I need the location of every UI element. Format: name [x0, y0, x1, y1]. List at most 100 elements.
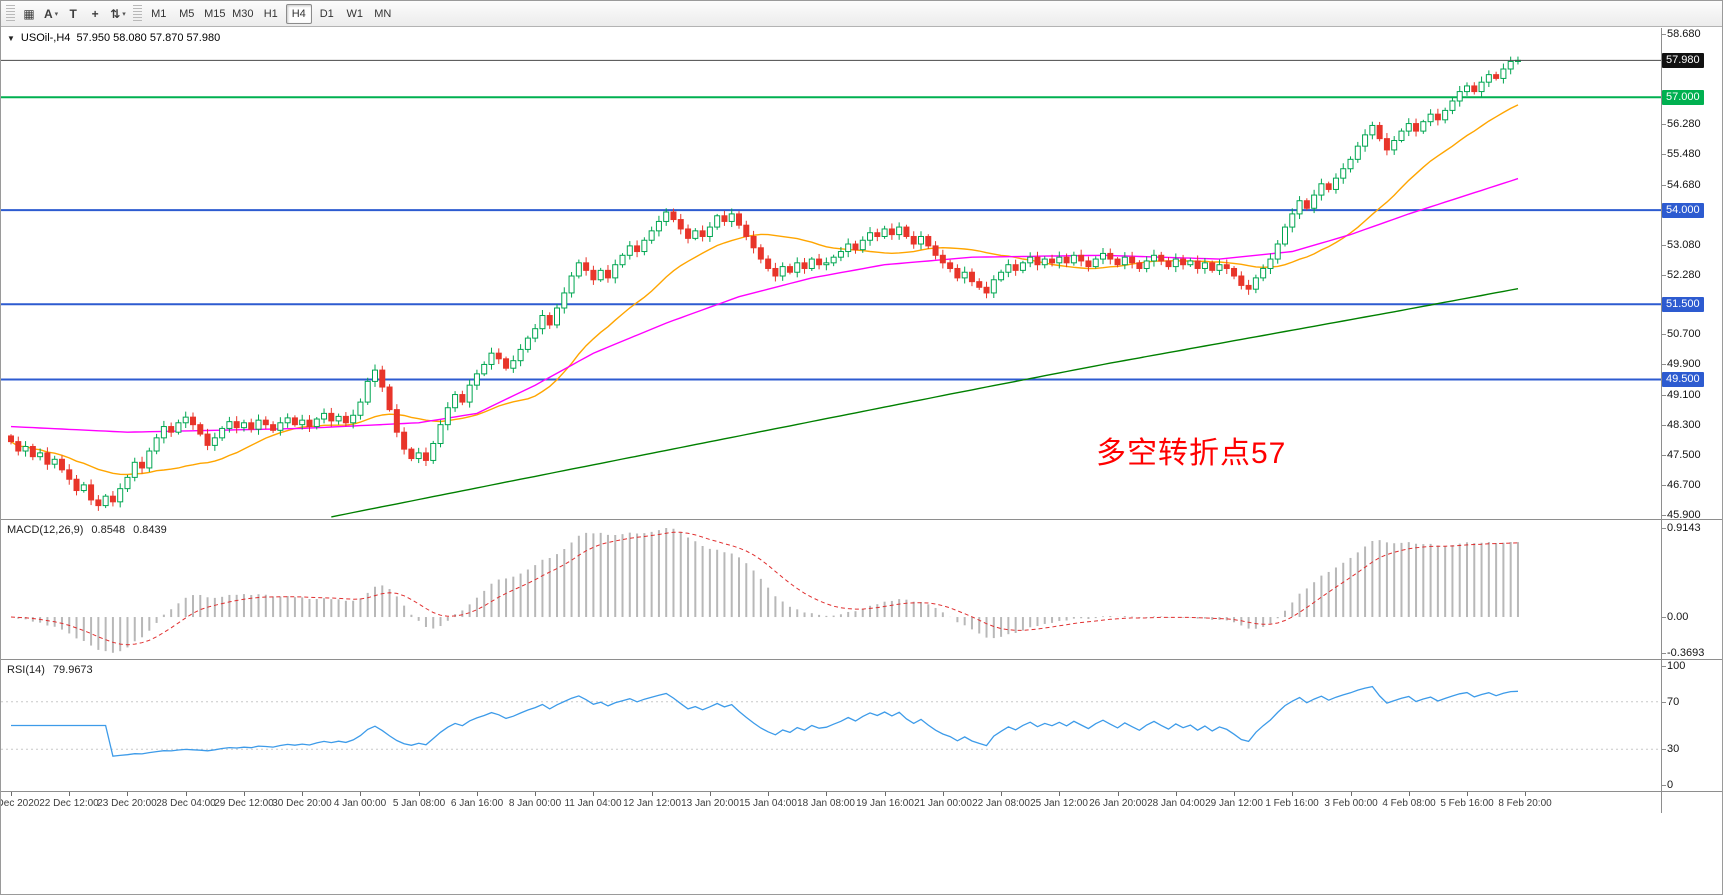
- time-axis-tick: [593, 792, 594, 796]
- time-axis-tick: [1467, 792, 1468, 796]
- time-axis-label: 25 Jan 12:00: [1030, 798, 1088, 809]
- price-axis-label: 49.900: [1662, 358, 1701, 370]
- symbol-collapse-icon[interactable]: ▼: [7, 33, 15, 43]
- macd-signal-value: 0.8439: [133, 524, 167, 536]
- price-axis[interactable]: 58.68056.28055.48054.68053.88053.08052.2…: [1661, 28, 1722, 813]
- time-axis-tick: [244, 792, 245, 796]
- macd-axis-label: 0.00: [1661, 611, 1689, 623]
- price-axis-label: 47.500: [1662, 449, 1701, 461]
- crosshair-tool-button[interactable]: +: [85, 4, 105, 24]
- time-axis-label: 8 Jan 00:00: [508, 798, 562, 809]
- time-axis-label: 4 Feb 08:00: [1382, 798, 1436, 809]
- rsi-canvas[interactable]: [1, 660, 1661, 791]
- cursor-tool-button[interactable]: A ▾: [41, 4, 61, 24]
- time-axis-label: 29 Dec 12:00: [214, 798, 274, 809]
- price-chart-canvas[interactable]: [1, 28, 1661, 519]
- time-axis-tick: [127, 792, 128, 796]
- time-axis-label: 21 Jan 00:00: [914, 798, 972, 809]
- time-axis-tick: [535, 792, 536, 796]
- rsi-axis-label: 0: [1661, 779, 1674, 791]
- cursor-a-icon: A: [44, 6, 53, 21]
- toolbar: ▦ A ▾ T + ⇅ ▾ M1 M5 M15 M30 H1 H4 D1 W1 MN: [1, 1, 1722, 27]
- time-axis-tick: [1176, 792, 1177, 796]
- time-axis-tick: [186, 792, 187, 796]
- toolbar-grip[interactable]: [6, 4, 15, 23]
- time-axis-label: 28 Jan 04:00: [1147, 798, 1205, 809]
- time-axis-label: 15 Jan 04:00: [739, 798, 797, 809]
- timeframe-buttons-group: M1 M5 M15 M30 H1 H4 D1 W1 MN: [145, 3, 397, 24]
- hline-blue-label: 49.500: [1662, 372, 1704, 387]
- rsi-name: RSI(14): [7, 664, 45, 676]
- price-axis-label: 50.700: [1662, 328, 1701, 340]
- time-axis-label: 22 Dec 12:00: [39, 798, 99, 809]
- time-axis-tick: [1292, 792, 1293, 796]
- charts-tool-button[interactable]: ▦: [19, 4, 39, 24]
- chart-annotation-text[interactable]: 多空转折点57: [1096, 437, 1287, 470]
- time-axis-tick: [1059, 792, 1060, 796]
- macd-indicator-panel[interactable]: MACD(12,26,9) 0.8548 0.8439: [1, 520, 1661, 659]
- price-axis-label: 45.900: [1662, 509, 1701, 521]
- macd-label: MACD(12,26,9) 0.8548 0.8439: [7, 524, 167, 536]
- time-axis-label: 29 Jan 12:00: [1205, 798, 1263, 809]
- chart-tools-group: ▦ A ▾ T + ⇅ ▾: [18, 4, 130, 24]
- price-axis-label: 58.680: [1662, 28, 1701, 40]
- time-axis-label: 5 Jan 08:00: [392, 798, 446, 809]
- cycle-lines-icon: ⇅: [110, 6, 121, 21]
- time-axis-label: 8 Feb 20:00: [1498, 798, 1552, 809]
- timeframe-button-w1[interactable]: W1: [346, 7, 364, 20]
- time-axis-label: 4 Jan 00:00: [333, 798, 387, 809]
- time-axis-tick: [1525, 792, 1526, 796]
- timeframe-button-h1[interactable]: H1: [263, 7, 278, 20]
- cycles-tool-button[interactable]: ⇅ ▾: [107, 4, 129, 24]
- time-axis-tick: [768, 792, 769, 796]
- price-axis-label: 56.280: [1662, 118, 1701, 130]
- text-tool-button[interactable]: T: [63, 4, 83, 24]
- timeframe-button-m30[interactable]: M30: [232, 7, 254, 20]
- time-axis-label: 11 Jan 04:00: [564, 798, 622, 809]
- main-price-chart-panel[interactable]: ▼ USOil-,H4 57.950 58.080 57.870 57.980 …: [1, 28, 1661, 519]
- macd-axis-label: 0.9143: [1662, 522, 1701, 534]
- time-axis-label: 1 Feb 16:00: [1265, 798, 1319, 809]
- hline-green-label: 57.000: [1662, 90, 1704, 105]
- time-axis-label: 28 Dec 04:00: [156, 798, 216, 809]
- timeframe-button-m1[interactable]: M1: [151, 7, 167, 20]
- timeframe-button-d1[interactable]: D1: [319, 7, 334, 20]
- time-axis-label: 12 Jan 12:00: [623, 798, 681, 809]
- text-tool-icon: T: [69, 6, 77, 21]
- current-price-label: 57.980: [1662, 53, 1704, 68]
- time-axis-tick: [11, 792, 12, 796]
- panel-separator[interactable]: [1, 519, 1722, 520]
- time-axis-tick: [710, 792, 711, 796]
- rsi-axis-label: 30: [1661, 743, 1680, 755]
- time-axis-label: 19 Jan 16:00: [856, 798, 914, 809]
- price-axis-label: 54.680: [1662, 179, 1701, 191]
- timeframe-button-m5[interactable]: M5: [179, 7, 195, 20]
- macd-canvas[interactable]: [1, 520, 1661, 659]
- timeframe-button-m15[interactable]: M15: [204, 7, 226, 20]
- chevron-down-icon: ▾: [54, 10, 59, 18]
- rsi-indicator-panel[interactable]: RSI(14) 79.9673: [1, 660, 1661, 791]
- time-axis-tick: [652, 792, 653, 796]
- time-axis-tick: [302, 792, 303, 796]
- macd-main-value: 0.8548: [91, 524, 126, 536]
- timeframe-button-mn[interactable]: MN: [374, 7, 392, 20]
- timeframe-button-h4[interactable]: H4: [285, 3, 312, 24]
- time-axis-tick: [360, 792, 361, 796]
- time-axis-label: 30 Dec 20:00: [272, 798, 332, 809]
- rsi-axis-label: 70: [1661, 696, 1680, 708]
- time-axis-label: 18 Jan 08:00: [797, 798, 855, 809]
- hline-blue-label: 51.500: [1662, 297, 1704, 312]
- time-axis-label: 26 Jan 20:00: [1089, 798, 1147, 809]
- time-axis-label: 5 Feb 16:00: [1440, 798, 1494, 809]
- rsi-label: RSI(14) 79.9673: [7, 664, 93, 676]
- time-axis-tick: [1234, 792, 1235, 796]
- toolbar-grip[interactable]: [132, 4, 142, 23]
- panel-separator[interactable]: [1, 659, 1722, 660]
- price-axis-label: 52.280: [1662, 269, 1701, 281]
- time-axis-label: 13 Jan 20:00: [681, 798, 739, 809]
- chart-window-icon: ▦: [23, 6, 35, 21]
- price-axis-border: [1661, 28, 1662, 813]
- rsi-axis-label: 100: [1661, 660, 1686, 672]
